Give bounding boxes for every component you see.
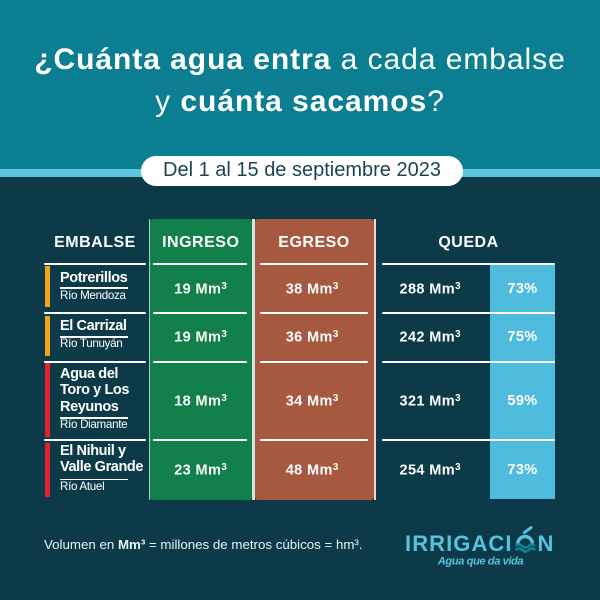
svg-text:N: N: [538, 531, 554, 556]
svg-text:Agua que da vida: Agua que da vida: [437, 556, 524, 568]
svg-text:IRRIGACI: IRRIGACI: [405, 531, 512, 556]
